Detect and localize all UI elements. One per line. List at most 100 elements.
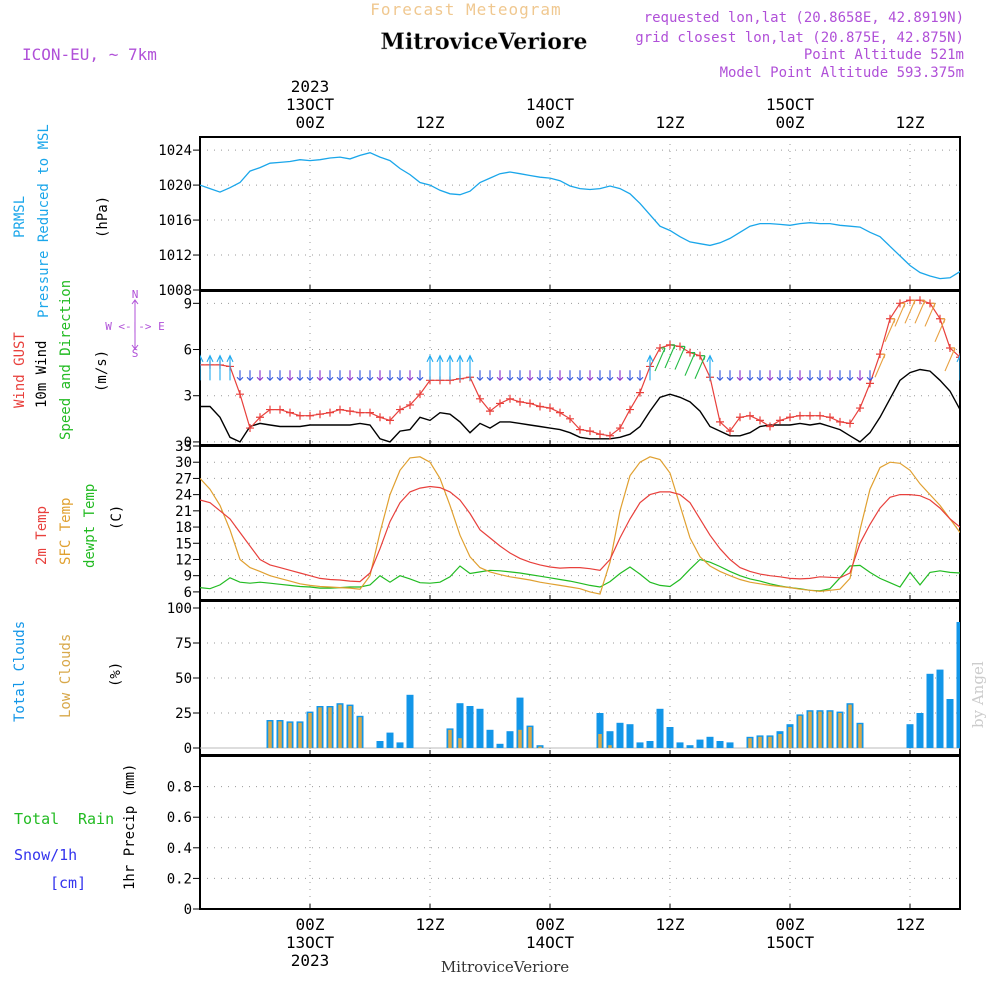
gust-marker: [346, 407, 354, 416]
low-cloud-bar: [608, 745, 612, 748]
gust-marker: [246, 424, 254, 433]
wind-10m-label: 10m Wind: [34, 341, 50, 408]
total-cloud-bar: [696, 739, 704, 748]
sfc-temp-label: SFC Temp: [58, 498, 74, 565]
wind-direction-arrow: [276, 370, 284, 382]
top-time-label: 12Z: [656, 113, 685, 132]
gust-marker: [616, 424, 624, 433]
snow-unit-label: [cm]: [50, 874, 86, 892]
y-tick-label: 3: [184, 389, 192, 405]
wind-direction-arrow: [506, 370, 514, 382]
wind-direction-arrow: [914, 299, 926, 324]
total-cloud-bar: [686, 745, 694, 748]
wind-10m-line: [200, 368, 960, 443]
y-tick-label: 0: [184, 902, 192, 918]
total-rain-rain-label: Rain: [78, 810, 114, 828]
wind-direction-arrow: [256, 370, 264, 382]
bottom-time-label: 00Z: [776, 915, 805, 934]
gust-marker: [406, 400, 414, 409]
wind-direction-arrow: [674, 345, 686, 370]
prmsl-label: PRMSL: [12, 196, 28, 238]
cloud-labels: Total Clouds Low Clouds (%): [12, 621, 124, 722]
gust-marker: [200, 360, 204, 369]
wind-direction-arrow: [286, 370, 294, 382]
wind-direction-arrow: [664, 344, 676, 369]
low-cloud-bar: [458, 738, 462, 748]
low-cloud-bar: [828, 711, 832, 748]
gust-marker: [376, 413, 384, 422]
wind-direction-arrow: [596, 370, 604, 382]
temp-2m-line: [200, 485, 960, 583]
wind-direction-arrow: [496, 370, 504, 382]
y-tick-label: 24: [175, 488, 192, 504]
top-time-label: 12Z: [896, 113, 925, 132]
gust-marker: [786, 413, 794, 422]
total-cloud-bar: [916, 713, 924, 748]
y-tick-label: 27: [175, 471, 192, 487]
wind-direction-arrow: [694, 355, 706, 379]
y-tick-label: 18: [175, 520, 192, 536]
total-cloud-bar: [376, 741, 384, 748]
gust-marker: [416, 390, 424, 399]
compass-north: N: [132, 288, 139, 301]
gust-marker: [356, 408, 364, 417]
low-cloud-bar: [798, 715, 802, 748]
percent-unit-label: (%): [108, 662, 124, 687]
wind-direction-arrow: [934, 318, 946, 343]
y-tick-label: 6: [184, 585, 192, 601]
wind-gust-label: Wind GUST: [12, 332, 28, 408]
y-tick-label: 1024: [158, 143, 192, 159]
bottom-time-label: 14OCT: [526, 933, 575, 952]
bottom-time-label: 2023: [291, 951, 330, 970]
bottom-time-label: 12Z: [416, 915, 445, 934]
gust-marker: [816, 411, 824, 420]
low-cloud-bar: [858, 724, 862, 748]
total-cloud-bar: [616, 722, 624, 748]
total-cloud-bar: [516, 697, 524, 748]
total-cloud-bar: [946, 699, 954, 748]
total-cloud-bar: [456, 703, 464, 748]
precip-labels: Total Rain Snow/1h [cm] 1hr Precip (mm): [14, 764, 138, 892]
y-tick-label: 9: [184, 569, 192, 585]
gust-marker: [516, 397, 524, 406]
low-cloud-bar: [848, 704, 852, 748]
gust-marker: [956, 353, 960, 362]
wind-direction-arrow: [336, 370, 344, 382]
gust-marker: [836, 417, 844, 426]
low-cloud-bar: [338, 704, 342, 748]
y-tick-label: 50: [175, 671, 192, 687]
wind-direction-arrow: [486, 370, 494, 382]
ms-unit-label: (m/s): [94, 350, 110, 392]
gust-marker: [476, 394, 484, 403]
bottom-time-label: 00Z: [296, 915, 325, 934]
wind-direction-arrow: [406, 370, 414, 382]
dewpt-temp-label: dewpt Temp: [82, 484, 98, 568]
wind-direction-arrow: [796, 370, 804, 382]
top-time-label: 13OCT: [286, 95, 335, 114]
wind-direction-arrow: [654, 347, 666, 372]
wind-direction-arrow: [904, 299, 916, 324]
gust-marker: [496, 399, 504, 408]
bottom-time-label: 00Z: [536, 915, 565, 934]
total-cloud-bar: [656, 708, 664, 748]
wind-direction-arrow: [476, 370, 484, 382]
total-cloud-bar: [406, 694, 414, 748]
low-cloud-bar: [348, 706, 352, 748]
total-cloud-bar: [906, 724, 914, 748]
gust-marker: [576, 425, 584, 434]
low-cloud-bar: [288, 722, 292, 748]
gust-marker: [266, 405, 274, 414]
low-cloud-bar: [268, 721, 272, 748]
wind-direction-arrow: [356, 370, 364, 382]
total-cloud-bar: [636, 742, 644, 748]
gust-marker: [236, 390, 244, 399]
gust-marker: [586, 427, 594, 436]
wind-direction-arrow: [456, 354, 464, 381]
wind-direction-arrow: [296, 370, 304, 382]
top-time-label: 12Z: [416, 113, 445, 132]
low-cloud-bar: [768, 736, 772, 748]
panel-clouds: 0 25 50 75 100: [167, 600, 961, 757]
wind-labels: Wind GUST 10m Wind Speed and Direction (…: [12, 280, 165, 440]
